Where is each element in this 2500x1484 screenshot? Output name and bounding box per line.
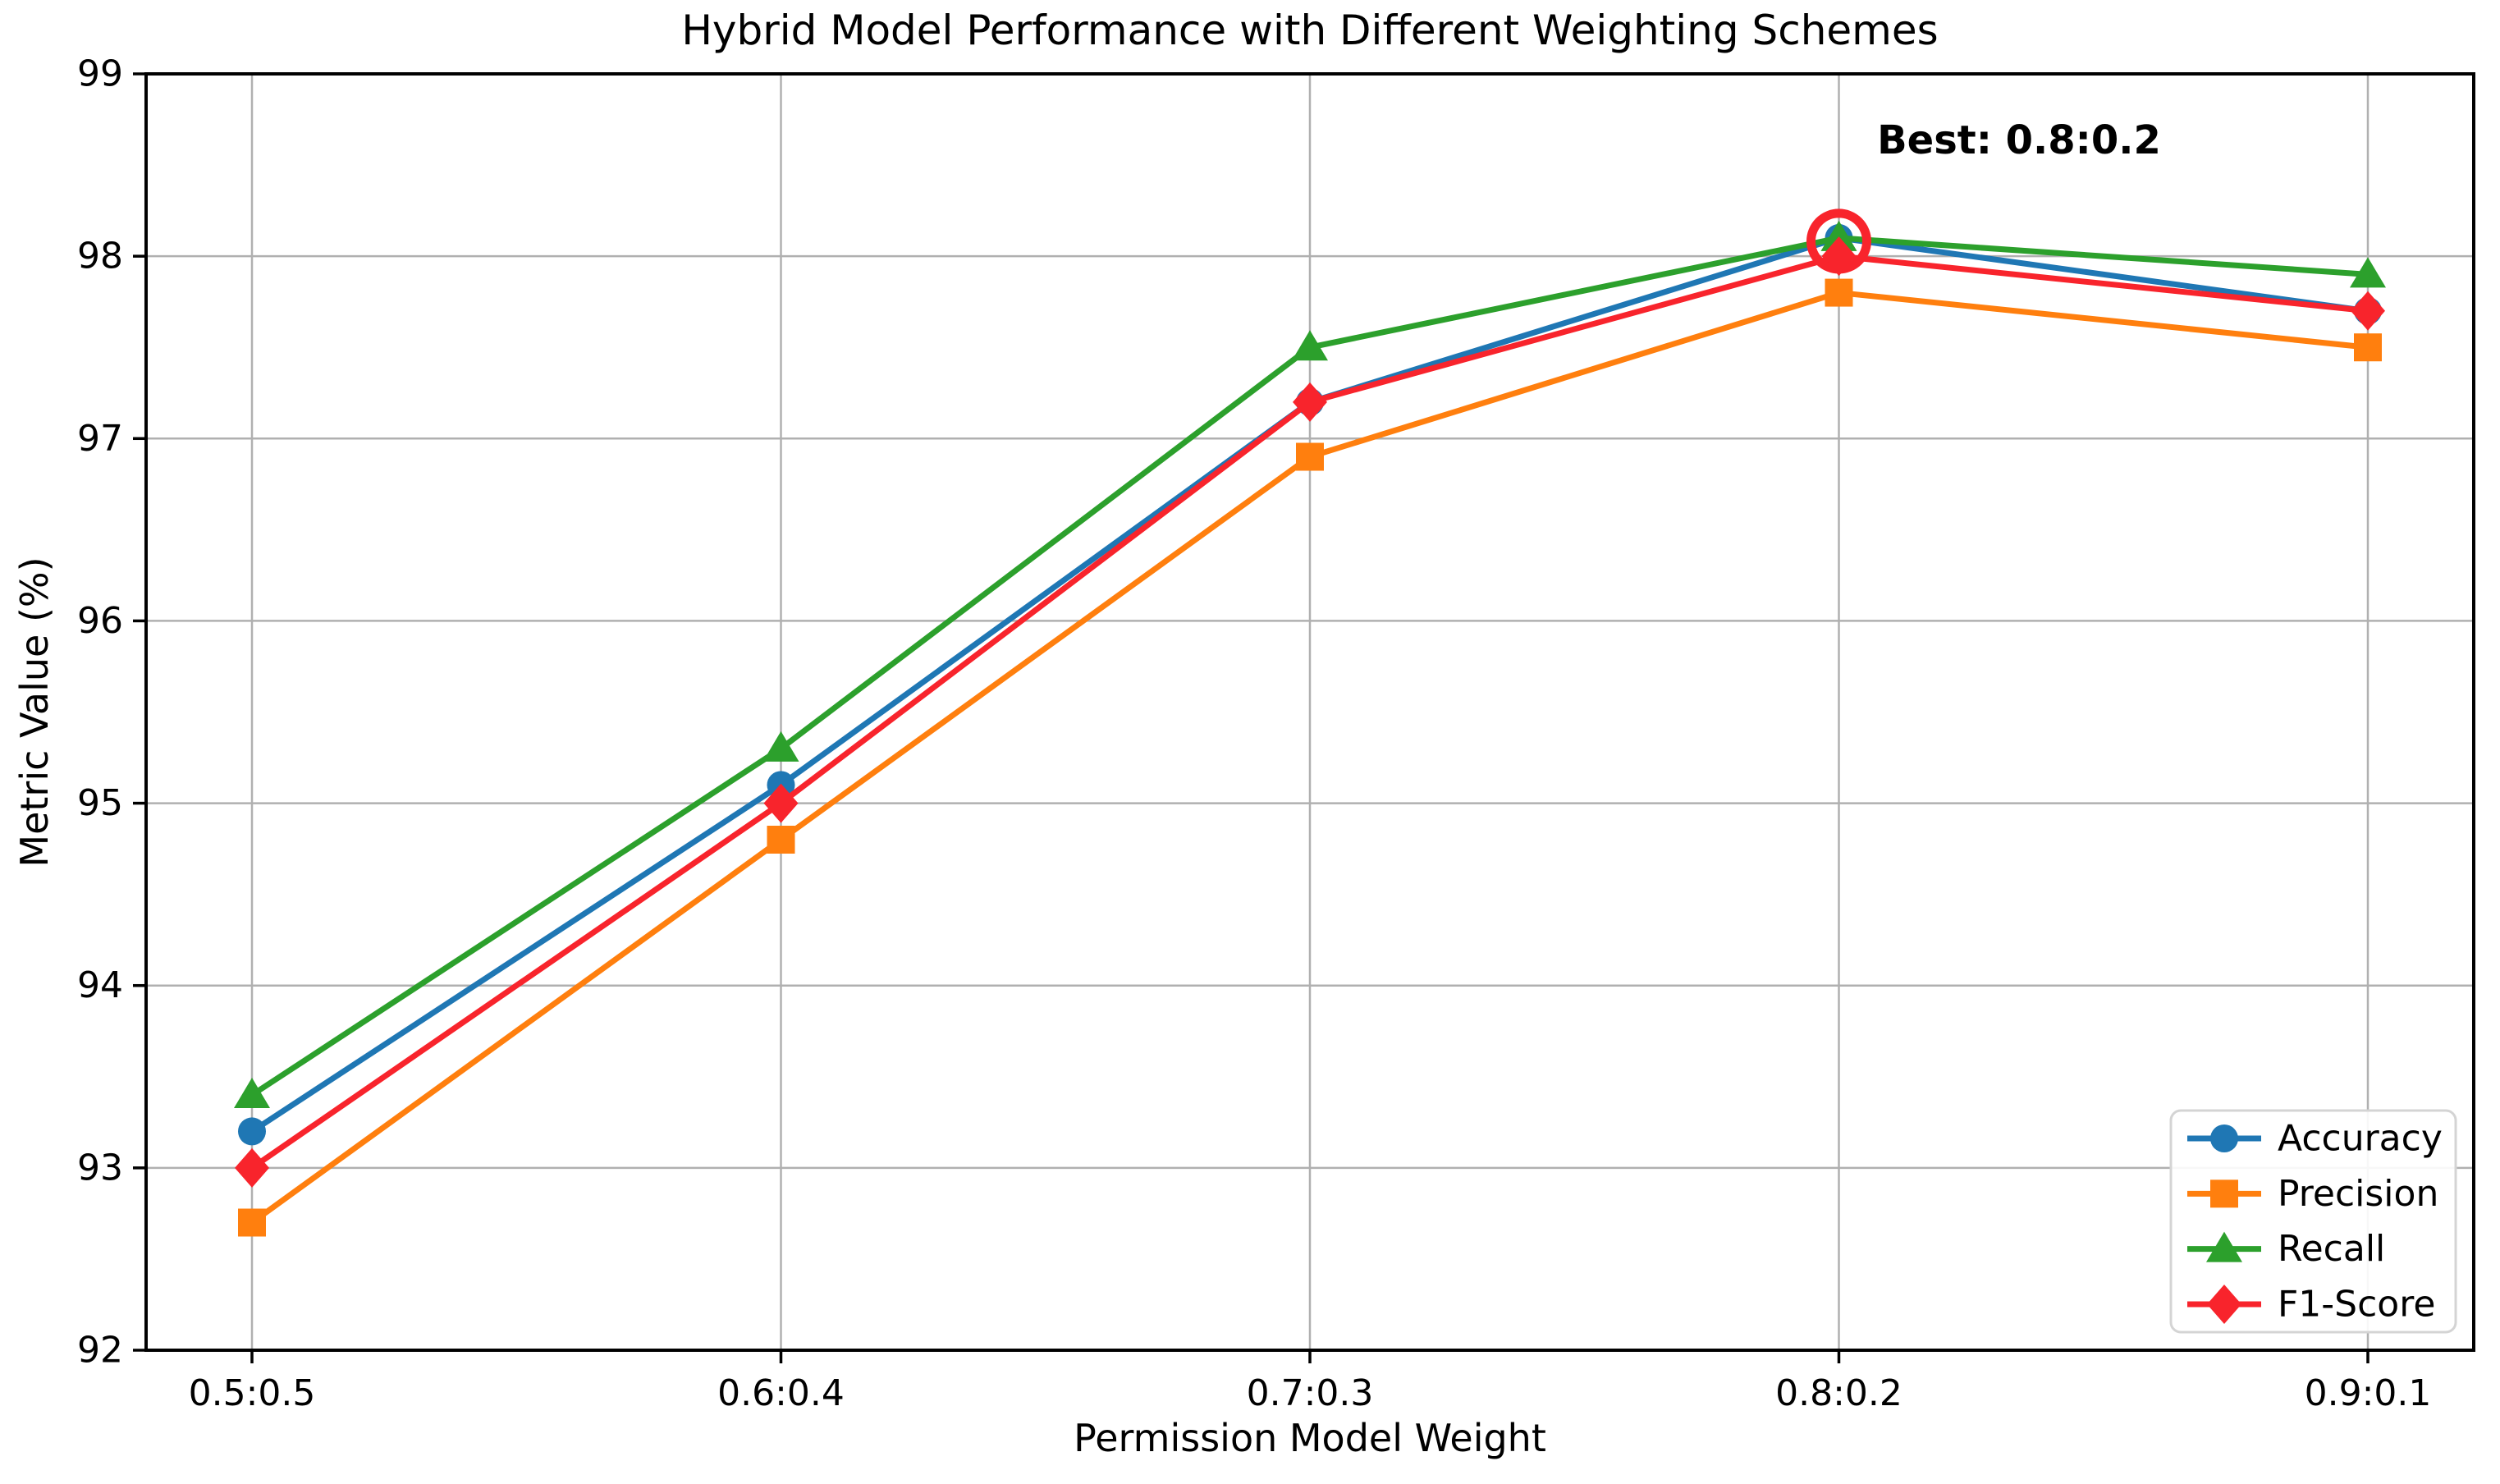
x-tick-label: 0.8:0.2: [1775, 1372, 1902, 1414]
series-marker-recall: [234, 1078, 270, 1108]
legend-label-f1-score: F1-Score: [2278, 1284, 2435, 1326]
y-tick-label: 93: [77, 1147, 123, 1189]
series-marker-f1-score: [235, 1147, 269, 1188]
series-marker-precision: [1825, 278, 1853, 307]
series-marker-precision: [1296, 442, 1324, 471]
series-marker-precision: [2354, 333, 2382, 362]
series-marker-recall: [1292, 330, 1328, 361]
legend-marker-recall: [2206, 1231, 2242, 1262]
y-axis-title: Metric Value (%): [12, 556, 57, 867]
y-tick-label: 99: [77, 53, 123, 95]
series-marker-accuracy: [238, 1117, 266, 1146]
x-tick-label: 0.7:0.3: [1247, 1372, 1374, 1414]
y-tick-label: 97: [77, 418, 123, 460]
series-marker-recall: [1820, 220, 1857, 251]
legend-label-accuracy: Accuracy: [2278, 1118, 2443, 1160]
legend-label-precision: Precision: [2278, 1173, 2438, 1215]
series-marker-precision: [767, 826, 795, 854]
series-marker-recall: [2350, 257, 2386, 288]
legend-marker-f1-score: [2207, 1285, 2241, 1324]
y-tick-label: 92: [77, 1330, 123, 1372]
legend-marker-precision: [2210, 1179, 2238, 1208]
y-tick-label: 96: [77, 600, 123, 642]
x-tick-label: 0.6:0.4: [717, 1372, 845, 1414]
best-annotation-label: Best: 0.8:0.2: [1877, 117, 2161, 163]
best-point-highlight-circle: [1806, 208, 1871, 274]
legend-box: [2169, 1109, 2457, 1334]
series-marker-precision: [238, 1208, 266, 1237]
x-axis-title: Permission Model Weight: [1074, 1416, 1546, 1460]
y-tick-label: 95: [77, 782, 123, 824]
legend-label-recall: Recall: [2278, 1228, 2385, 1270]
legend-marker-accuracy: [2210, 1124, 2238, 1152]
x-tick-label: 0.9:0.1: [2305, 1372, 2432, 1414]
series-marker-f1-score: [763, 783, 799, 823]
y-tick-label: 98: [77, 236, 123, 277]
chart-title: Hybrid Model Performance with Different …: [681, 7, 1938, 54]
series-marker-f1-score: [1293, 382, 1327, 422]
series-marker-f1-score: [2351, 291, 2385, 331]
y-tick-label: 94: [77, 964, 123, 1006]
x-tick-label: 0.5:0.5: [189, 1372, 316, 1414]
series-marker-recall: [762, 731, 799, 762]
